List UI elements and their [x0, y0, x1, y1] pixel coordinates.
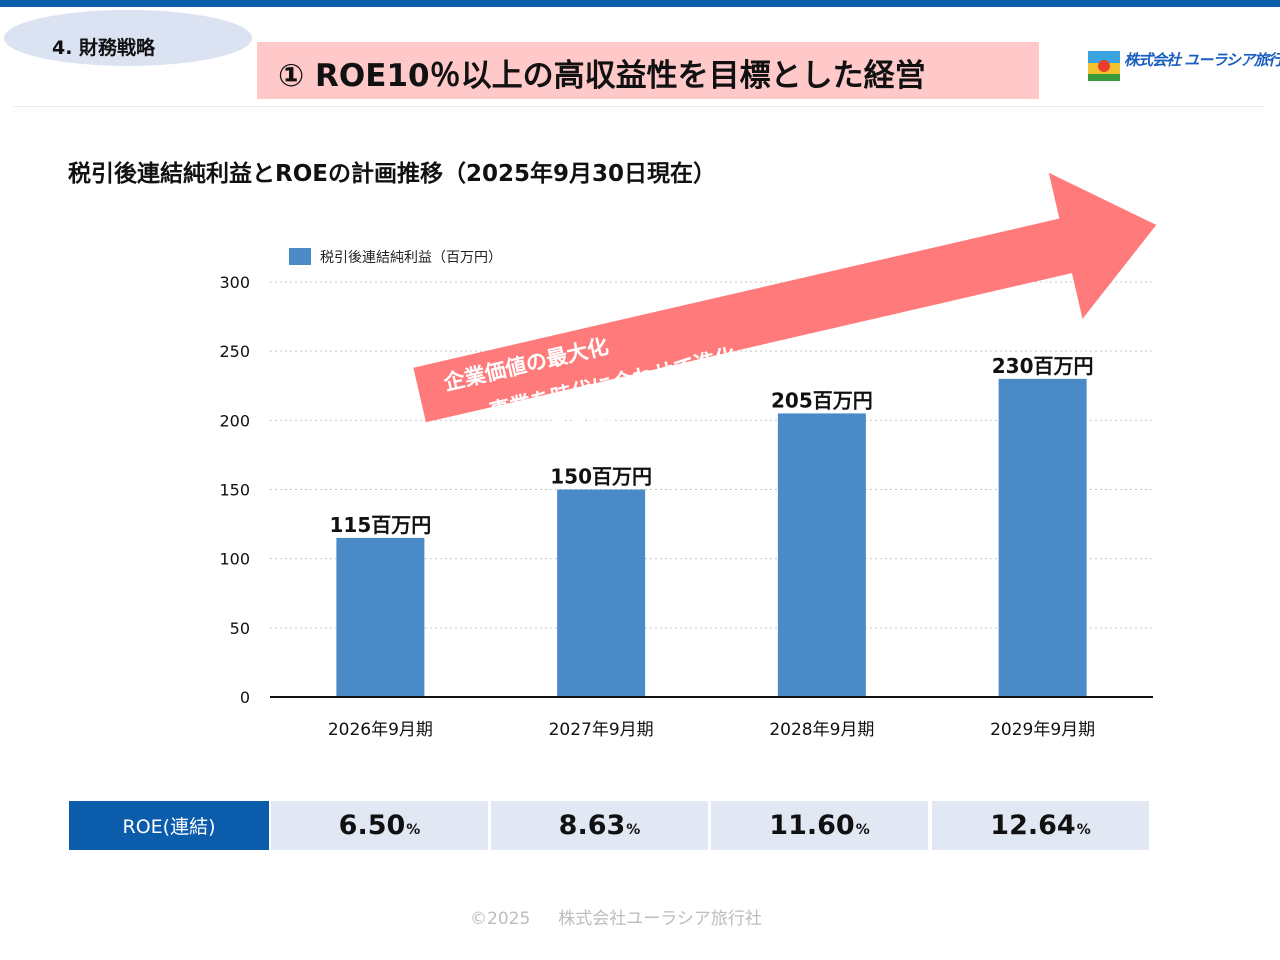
roe-cell-2026: 6.50%: [271, 801, 488, 850]
bar: [998, 378, 1087, 697]
bar-chart: 0 50 100 150 200 250 300 2026年9月期 2027年9月期 2028年…: [219, 172, 1157, 740]
y-tick-label: 50: [230, 619, 250, 638]
x-tick-label: 2027年9月期: [549, 720, 654, 740]
bar: [557, 489, 646, 697]
roe-value: 12.64: [990, 810, 1076, 841]
bar-data-label: 115百万円: [330, 513, 432, 537]
y-tick-label: 200: [219, 411, 250, 430]
chart-bars: [336, 378, 1087, 697]
roe-cell-2028: 11.60%: [711, 801, 928, 850]
y-tick-label: 250: [219, 342, 250, 361]
bar-data-label: 205百万円: [771, 388, 873, 412]
logo-text: 株式会社 ユーラシア旅行社: [1124, 51, 1280, 69]
x-tick-label: 2028年9月期: [769, 720, 874, 740]
roe-value: 11.60: [769, 810, 855, 841]
footer-copyright: ©2025: [470, 909, 531, 929]
bar: [336, 537, 425, 697]
roe-unit: %: [626, 821, 641, 838]
y-tick-label: 150: [219, 481, 250, 500]
x-tick-label: 2026年9月期: [328, 720, 433, 740]
roe-value: 6.50: [338, 810, 406, 841]
roe-cell-2029: 12.64%: [932, 801, 1149, 850]
roe-table-header: ROE(連結): [69, 801, 269, 850]
footer: ©2025 株式会社ユーラシア旅行社: [470, 904, 790, 929]
roe-value: 8.63: [558, 810, 626, 841]
legend-swatch: [289, 248, 311, 265]
bar: [777, 413, 866, 697]
roe-cell-2027: 8.63%: [491, 801, 708, 850]
roe-unit: %: [855, 821, 870, 838]
y-tick-label: 300: [219, 273, 250, 292]
x-tick-label: 2029年9月期: [990, 720, 1095, 740]
page-title: ① ROE10％以上の高収益性を目標とした経営: [278, 58, 926, 94]
section-badge: [4, 10, 252, 66]
title-box: [257, 42, 1039, 99]
y-tick-label: 100: [219, 550, 250, 569]
bar-data-label: 230百万円: [992, 354, 1094, 378]
bar-data-label: 150百万円: [550, 465, 652, 489]
section-label: 4. 財務戦略: [52, 37, 156, 59]
x-axis-ticks: 2026年9月期 2027年9月期 2028年9月期 2029年9月期: [328, 720, 1095, 740]
footer-company: 株式会社ユーラシア旅行社: [558, 909, 762, 929]
top-accent-bar: [0, 0, 1280, 7]
legend-label: 税引後連結純利益（百万円）: [320, 250, 502, 266]
header-divider: [14, 106, 1264, 107]
chart-data-labels: 115百万円 150百万円 205百万円 230百万円: [330, 354, 1094, 537]
roe-unit: %: [1076, 821, 1091, 838]
company-logo: [1088, 51, 1120, 81]
growth-arrow: [413, 172, 1157, 423]
y-tick-label: 0: [240, 688, 250, 707]
y-axis-ticks: 0 50 100 150 200 250 300: [219, 273, 250, 707]
roe-unit: %: [406, 821, 421, 838]
chart-subtitle: 税引後連結純利益とROEの計画推移（2025年9月30日現在）: [68, 161, 716, 187]
